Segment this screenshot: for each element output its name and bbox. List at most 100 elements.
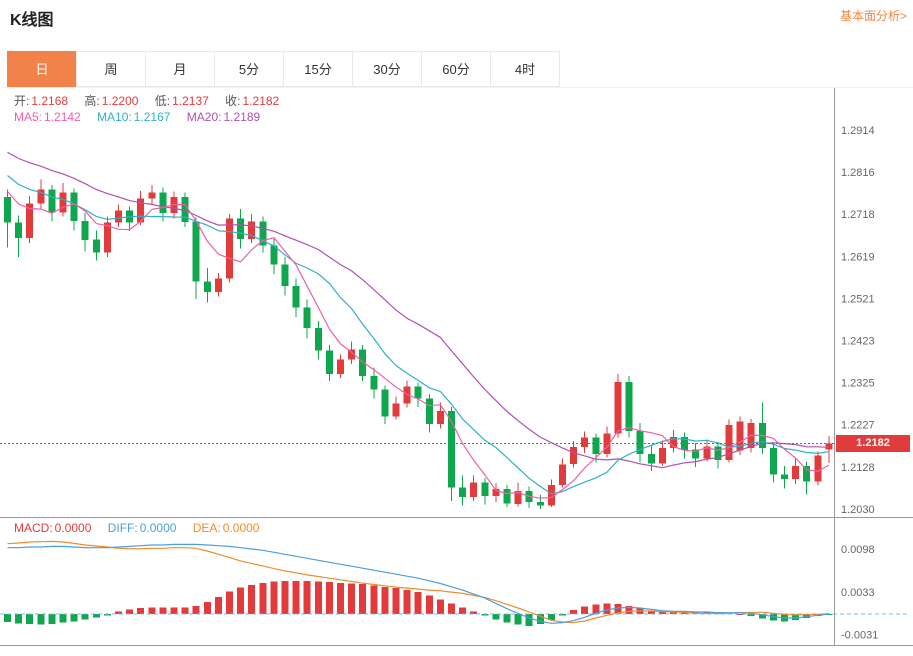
macd-bar <box>170 607 178 614</box>
macd-bar <box>337 582 344 614</box>
candle-body <box>359 349 367 376</box>
macd-bar <box>736 614 744 615</box>
macd-bar <box>792 614 800 620</box>
macd-bar <box>59 614 67 623</box>
macd-bar <box>137 608 145 614</box>
macd-bar <box>81 614 89 620</box>
macd-bar <box>214 596 222 614</box>
macd-bar <box>803 614 811 618</box>
candle-body <box>714 446 722 460</box>
candle-body <box>636 430 644 454</box>
candle-body <box>559 464 566 485</box>
macd-bar <box>681 612 689 614</box>
macd-bar <box>536 614 544 624</box>
macd-bar <box>414 592 422 614</box>
macd-bar <box>15 614 23 624</box>
price-axis-label: 1.2423 <box>841 335 875 347</box>
candle-body <box>703 446 711 459</box>
macd-bar <box>92 614 100 618</box>
ma5-value: 1.2142 <box>44 110 81 124</box>
candle-body <box>159 192 167 214</box>
candle-body <box>603 433 611 454</box>
candle-body <box>492 489 500 496</box>
candle-body <box>503 489 511 504</box>
macd-bar <box>514 614 522 625</box>
candle-body <box>203 281 211 292</box>
candle-body <box>614 382 622 434</box>
candle-body <box>192 221 200 282</box>
macd-bar <box>703 611 711 614</box>
price-axis-label: 1.2816 <box>841 167 875 179</box>
macd-bar <box>370 585 378 614</box>
candle-body <box>392 403 400 417</box>
macd-bar <box>270 581 278 614</box>
tab-60min[interactable]: 60分 <box>421 51 491 87</box>
candle-body <box>592 437 600 454</box>
candle-body <box>115 210 122 223</box>
macd-bar <box>259 582 267 614</box>
price-axis-label: 1.2619 <box>841 251 875 263</box>
macd-bar <box>459 607 467 614</box>
macd-bar <box>381 586 389 614</box>
candle-body <box>181 196 189 222</box>
ma5-label: MA5: <box>14 110 43 124</box>
macd-bar <box>525 614 533 626</box>
candle-body <box>259 221 267 246</box>
tab-5min[interactable]: 5分 <box>214 51 284 87</box>
macd-bar <box>237 587 245 614</box>
candle-body <box>792 466 800 479</box>
candle-body <box>547 484 555 506</box>
price-axis-label: 1.2521 <box>841 293 875 305</box>
candle-body <box>448 411 455 488</box>
macd-bar <box>647 610 655 614</box>
candle-body <box>81 220 89 240</box>
candle-body <box>26 203 34 238</box>
candle-body <box>692 449 700 459</box>
macd-bar <box>392 588 400 614</box>
diff-line <box>7 543 829 624</box>
candle-body <box>148 192 156 199</box>
tab-4hour[interactable]: 4时 <box>490 51 560 87</box>
fundamental-analysis-link[interactable]: 基本面分析> <box>839 9 907 23</box>
macd-bar <box>547 614 555 620</box>
macd-bar <box>292 580 300 614</box>
candle-body <box>425 398 433 424</box>
macd-bar <box>359 584 367 614</box>
candle-body <box>4 196 11 223</box>
macd-label: MACD: <box>14 521 53 535</box>
tab-week[interactable]: 周 <box>76 51 146 87</box>
tab-day[interactable]: 日 <box>7 51 77 87</box>
candle-body <box>481 482 489 496</box>
macd-bar <box>325 582 333 614</box>
price-axis-label: 1.2030 <box>841 504 875 516</box>
macd-bar <box>403 590 411 614</box>
macd-bar <box>658 612 666 614</box>
ma5-line <box>7 191 830 499</box>
high-value: 1.2200 <box>101 94 139 108</box>
candle-body <box>581 437 589 448</box>
macd-bar <box>192 606 200 614</box>
candle-body <box>570 447 578 465</box>
current-price-badge: 1.2182 <box>836 435 910 453</box>
price-axis-label: 1.2718 <box>841 209 875 221</box>
candle-body <box>237 218 245 239</box>
candle-body <box>292 286 300 308</box>
macd-bar <box>126 609 134 614</box>
macd-bar <box>636 608 644 614</box>
close-label: 收: <box>225 94 241 108</box>
candle-body <box>303 307 311 328</box>
candle-body <box>814 455 822 482</box>
macd-bar <box>481 614 489 616</box>
price-axis-label: 1.2325 <box>841 377 875 389</box>
macd-bar <box>625 606 633 614</box>
price-axis-label: 1.2914 <box>841 125 875 137</box>
macd-bar <box>492 614 500 620</box>
low-value: 1.2137 <box>172 94 209 108</box>
price-axis-label: 1.2128 <box>841 462 875 474</box>
macd-bar <box>281 580 289 614</box>
macd-bar <box>425 595 433 614</box>
dea-label: DEA: <box>192 521 221 535</box>
ma10-line <box>7 175 829 495</box>
